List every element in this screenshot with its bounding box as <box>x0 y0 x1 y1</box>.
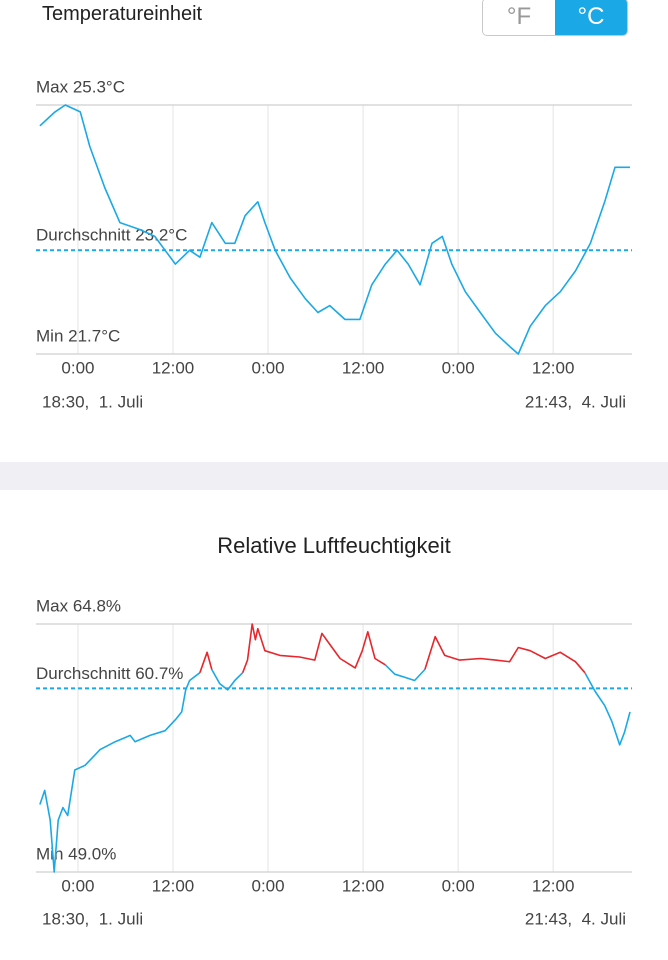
x-tick-label: 0:00 <box>61 358 94 377</box>
range-label: 18:30, 1. Juli <box>42 909 143 928</box>
x-tick-label: 0:00 <box>442 876 475 895</box>
x-tick-label: 0:00 <box>61 876 94 895</box>
chart-title: Relative Luftfeuchtigkeit <box>217 533 451 558</box>
data-line <box>39 664 631 873</box>
y-tick-label: Min 21.7°C <box>36 326 120 345</box>
average-label: Durchschnitt 23.2°C <box>36 226 187 245</box>
data-line <box>199 623 586 674</box>
y-tick-label: Min 49.0% <box>36 844 116 863</box>
section-divider <box>0 462 668 490</box>
x-tick-label: 0:00 <box>251 876 284 895</box>
range-label: 21:43, 4. Juli <box>525 909 626 928</box>
y-tick-label: Max 25.3°C <box>36 77 125 96</box>
y-tick-label: Max 64.8% <box>36 596 121 615</box>
range-label: 21:43, 4. Juli <box>525 392 626 411</box>
data-line <box>39 104 630 355</box>
setting-label: Temperatureinheit <box>42 3 203 25</box>
x-tick-label: 0:00 <box>442 358 475 377</box>
unit-toggle: °F °C <box>482 0 628 36</box>
x-tick-label: 0:00 <box>251 358 284 377</box>
unit-option[interactable]: °C <box>555 0 627 35</box>
x-tick-label: 12:00 <box>152 358 195 377</box>
range-label: 18:30, 1. Juli <box>42 392 143 411</box>
x-tick-label: 12:00 <box>342 876 385 895</box>
x-tick-label: 12:00 <box>342 358 385 377</box>
x-tick-label: 12:00 <box>532 876 575 895</box>
unit-option[interactable]: °F <box>483 0 555 35</box>
average-label: Durchschnitt 60.7% <box>36 664 183 683</box>
x-tick-label: 12:00 <box>152 876 195 895</box>
x-tick-label: 12:00 <box>532 358 575 377</box>
